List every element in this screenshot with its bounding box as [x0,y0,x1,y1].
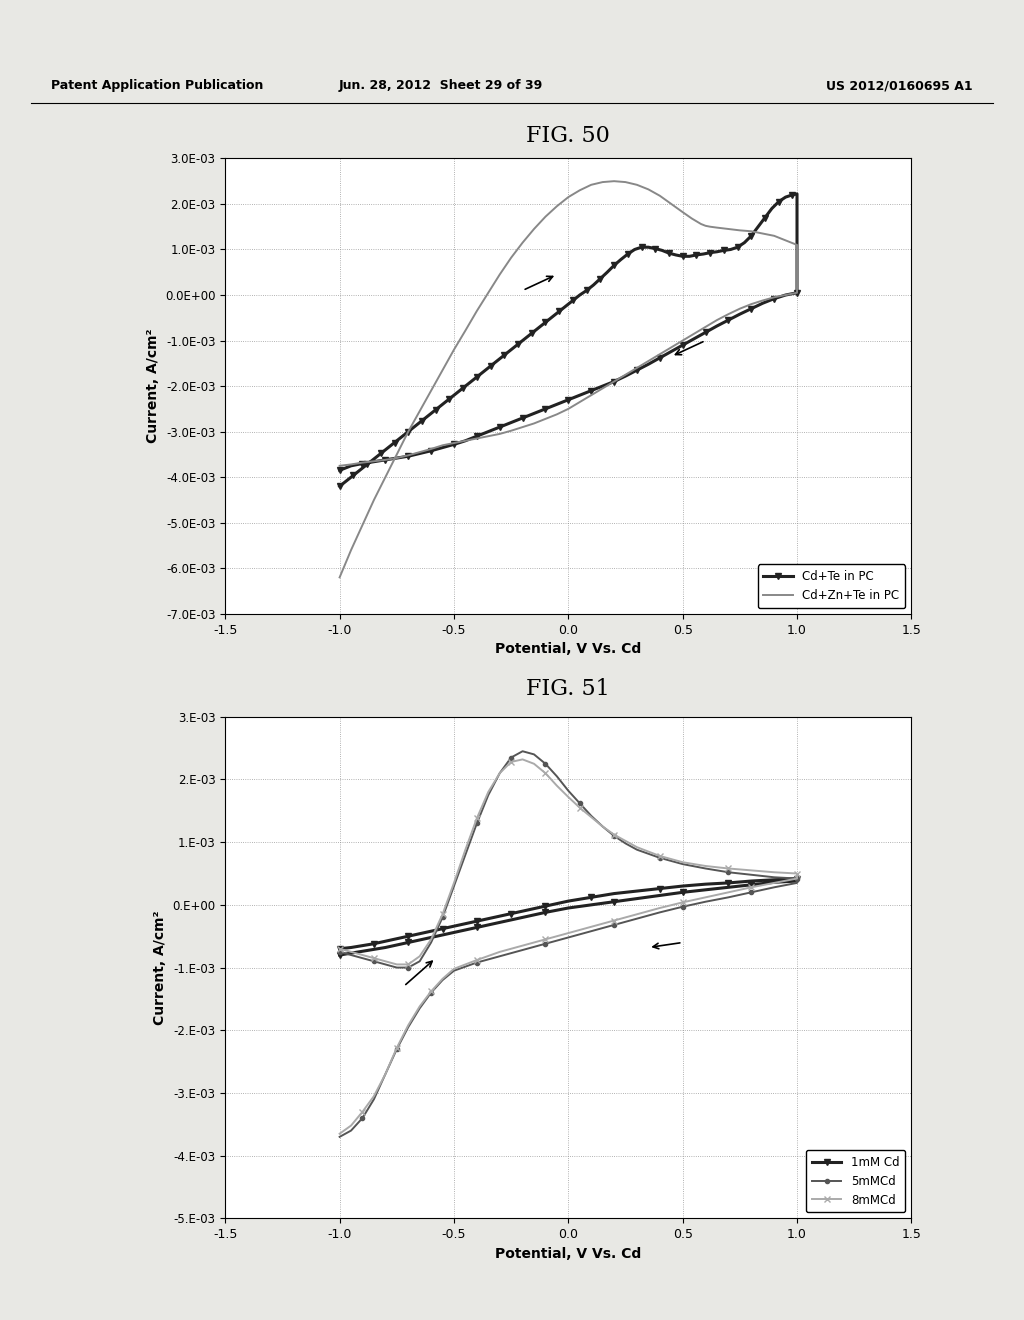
Cd+Zn+Te in PC [356,517,369,533]
Line: 1mM Cd: 1mM Cd [337,875,800,958]
Text: Jun. 28, 2012  Sheet 29 of 39: Jun. 28, 2012 Sheet 29 of 39 [338,79,543,92]
8mMCd [505,754,517,770]
1mM Cd [379,933,391,949]
8mMCd [334,1126,346,1142]
5mMCd [447,878,460,894]
1mM Cd [768,874,780,890]
1mM Cd [653,880,666,896]
Legend: Cd+Te in PC, Cd+Zn+Te in PC: Cd+Te in PC, Cd+Zn+Te in PC [758,564,905,609]
Text: FIG. 50: FIG. 50 [526,125,610,147]
Cd+Te in PC [731,239,743,255]
1mM Cd [402,935,415,950]
Y-axis label: Current, A/cm²: Current, A/cm² [145,329,160,444]
Line: 8mMCd: 8mMCd [337,756,800,1137]
Cd+Te in PC [334,478,346,494]
Cd+Zn+Te in PC [608,173,621,189]
Line: Cd+Zn+Te in PC: Cd+Zn+Te in PC [340,181,797,577]
X-axis label: Potential, V Vs. Cd: Potential, V Vs. Cd [496,642,641,656]
Cd+Te in PC [334,462,346,478]
5mMCd [505,750,517,766]
Text: US 2012/0160695 A1: US 2012/0160695 A1 [826,79,973,92]
Cd+Te in PC [745,301,758,317]
8mMCd [573,800,586,816]
Cd+Zn+Te in PC [334,458,346,474]
1mM Cd [722,879,734,895]
1mM Cd [540,898,552,913]
5mMCd [334,1129,346,1144]
1mM Cd [791,871,803,887]
8mMCd [516,751,528,767]
5mMCd [540,756,552,772]
X-axis label: Potential, V Vs. Cd: Potential, V Vs. Cd [496,1246,641,1261]
Cd+Te in PC [791,186,803,202]
5mMCd [334,944,346,960]
Legend: 1mM Cd, 5mMCd, 8mMCd: 1mM Cd, 5mMCd, 8mMCd [806,1150,905,1213]
Cd+Te in PC [738,235,751,251]
Cd+Zn+Te in PC [379,469,391,484]
8mMCd [562,789,574,805]
Cd+Zn+Te in PC [551,407,563,422]
Line: Cd+Te in PC: Cd+Te in PC [337,191,800,490]
Cd+Te in PC [581,282,593,298]
1mM Cd [334,948,346,964]
Cd+Te in PC [388,434,400,450]
1mM Cd [334,941,346,957]
5mMCd [516,743,528,759]
5mMCd [699,894,712,909]
5mMCd [573,796,586,812]
8mMCd [699,890,712,906]
Cd+Zn+Te in PC [471,430,483,446]
Text: Patent Application Publication: Patent Application Publication [51,79,263,92]
Text: FIG. 51: FIG. 51 [526,678,610,700]
Cd+Te in PC [540,314,552,330]
Cd+Zn+Te in PC [768,228,780,244]
8mMCd [334,941,346,957]
Cd+Zn+Te in PC [334,569,346,585]
Y-axis label: Current, A/cm²: Current, A/cm² [153,911,167,1024]
Line: 5mMCd: 5mMCd [338,750,799,1139]
8mMCd [447,875,460,891]
8mMCd [540,766,552,781]
Cd+Zn+Te in PC [436,362,449,378]
5mMCd [562,783,574,799]
